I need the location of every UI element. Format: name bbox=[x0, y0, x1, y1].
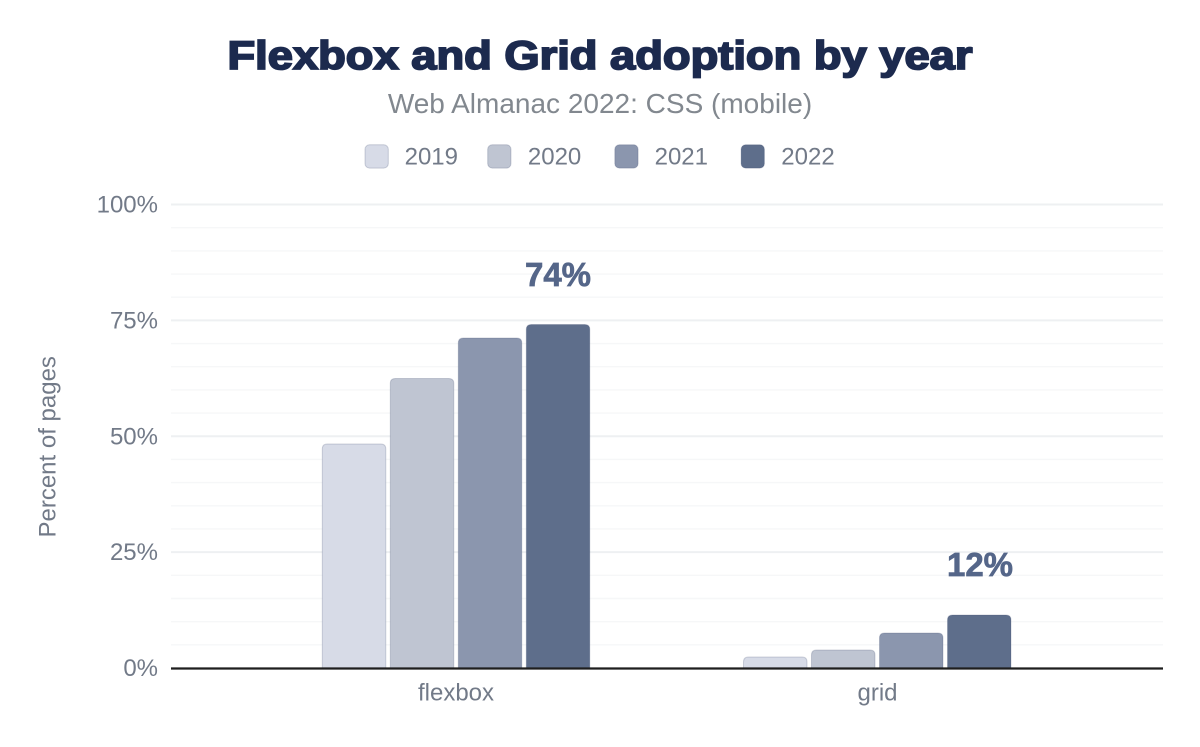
svg-text:100%: 100% bbox=[97, 192, 158, 219]
svg-text:grid: grid bbox=[857, 679, 897, 706]
svg-text:50%: 50% bbox=[110, 423, 158, 450]
svg-text:75%: 75% bbox=[110, 307, 158, 334]
svg-text:Web Almanac 2022: CSS (mobile): Web Almanac 2022: CSS (mobile) bbox=[388, 88, 812, 119]
svg-text:25%: 25% bbox=[110, 539, 158, 566]
svg-text:2022: 2022 bbox=[781, 144, 834, 171]
svg-text:flexbox: flexbox bbox=[418, 679, 494, 706]
svg-text:0%: 0% bbox=[123, 655, 158, 682]
svg-text:Flexbox and Grid adoption by y: Flexbox and Grid adoption by year bbox=[228, 34, 973, 78]
svg-text:12%: 12% bbox=[947, 546, 1013, 583]
svg-text:2019: 2019 bbox=[405, 144, 458, 171]
svg-text:2021: 2021 bbox=[655, 144, 708, 171]
svg-text:74%: 74% bbox=[525, 256, 591, 293]
svg-text:2020: 2020 bbox=[528, 144, 581, 171]
svg-text:Percent of pages: Percent of pages bbox=[35, 356, 62, 537]
